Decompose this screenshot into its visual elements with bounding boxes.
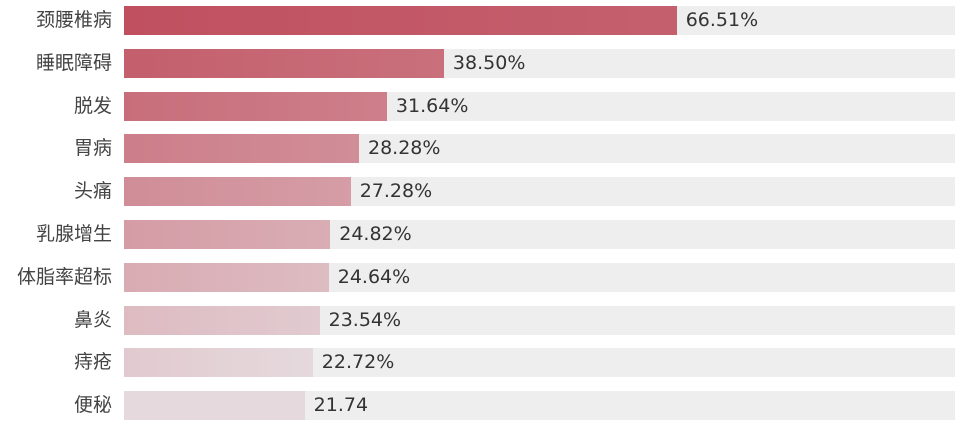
bar-row: 头痛 27.28%	[0, 177, 964, 207]
category-label: 便秘	[73, 394, 112, 417]
bar-row: 体脂率超标 24.64%	[0, 262, 964, 292]
category-label: 乳腺增生	[35, 223, 112, 245]
category-label: 胃病	[73, 137, 112, 160]
bar	[124, 91, 387, 121]
bar-row: 痔疮 22.72%	[0, 348, 964, 378]
category-label: 颈腰椎病	[35, 9, 112, 31]
bar	[124, 220, 331, 249]
value-label: 21.74	[313, 394, 369, 417]
value-label: 23.54%	[328, 308, 402, 331]
bar	[124, 177, 351, 207]
bar-row: 乳腺增生 24.82%	[0, 220, 964, 249]
bar-row: 胃病 28.28%	[0, 134, 964, 164]
value-label: 28.28%	[368, 137, 441, 160]
category-label: 睡眠障碍	[35, 51, 112, 74]
category-label: 头痛	[73, 180, 112, 203]
bar-row: 鼻炎 23.54%	[0, 305, 964, 335]
value-label: 22.72%	[321, 351, 395, 374]
value-label: 24.82%	[339, 223, 412, 245]
bar	[124, 348, 313, 378]
bar	[124, 48, 444, 78]
value-label: 66.51%	[685, 9, 759, 31]
category-label: 痔疮	[73, 351, 112, 374]
category-label: 体脂率超标	[16, 265, 112, 288]
value-label: 24.64%	[337, 265, 411, 288]
category-label: 脱发	[73, 94, 112, 117]
bar	[124, 305, 320, 335]
bar-row: 脱发 31.64%	[0, 91, 964, 121]
bar-row: 便秘 21.74	[0, 391, 964, 421]
bar	[124, 391, 305, 421]
bar	[124, 134, 359, 164]
category-label: 鼻炎	[73, 308, 112, 331]
bar	[124, 6, 677, 35]
bar	[124, 262, 329, 292]
bar-row: 颈腰椎病 66.51%	[0, 6, 964, 35]
bar-row: 睡眠障碍 38.50%	[0, 48, 964, 78]
value-label: 38.50%	[452, 51, 526, 74]
value-label: 27.28%	[359, 180, 433, 203]
value-label: 31.64%	[395, 94, 469, 117]
